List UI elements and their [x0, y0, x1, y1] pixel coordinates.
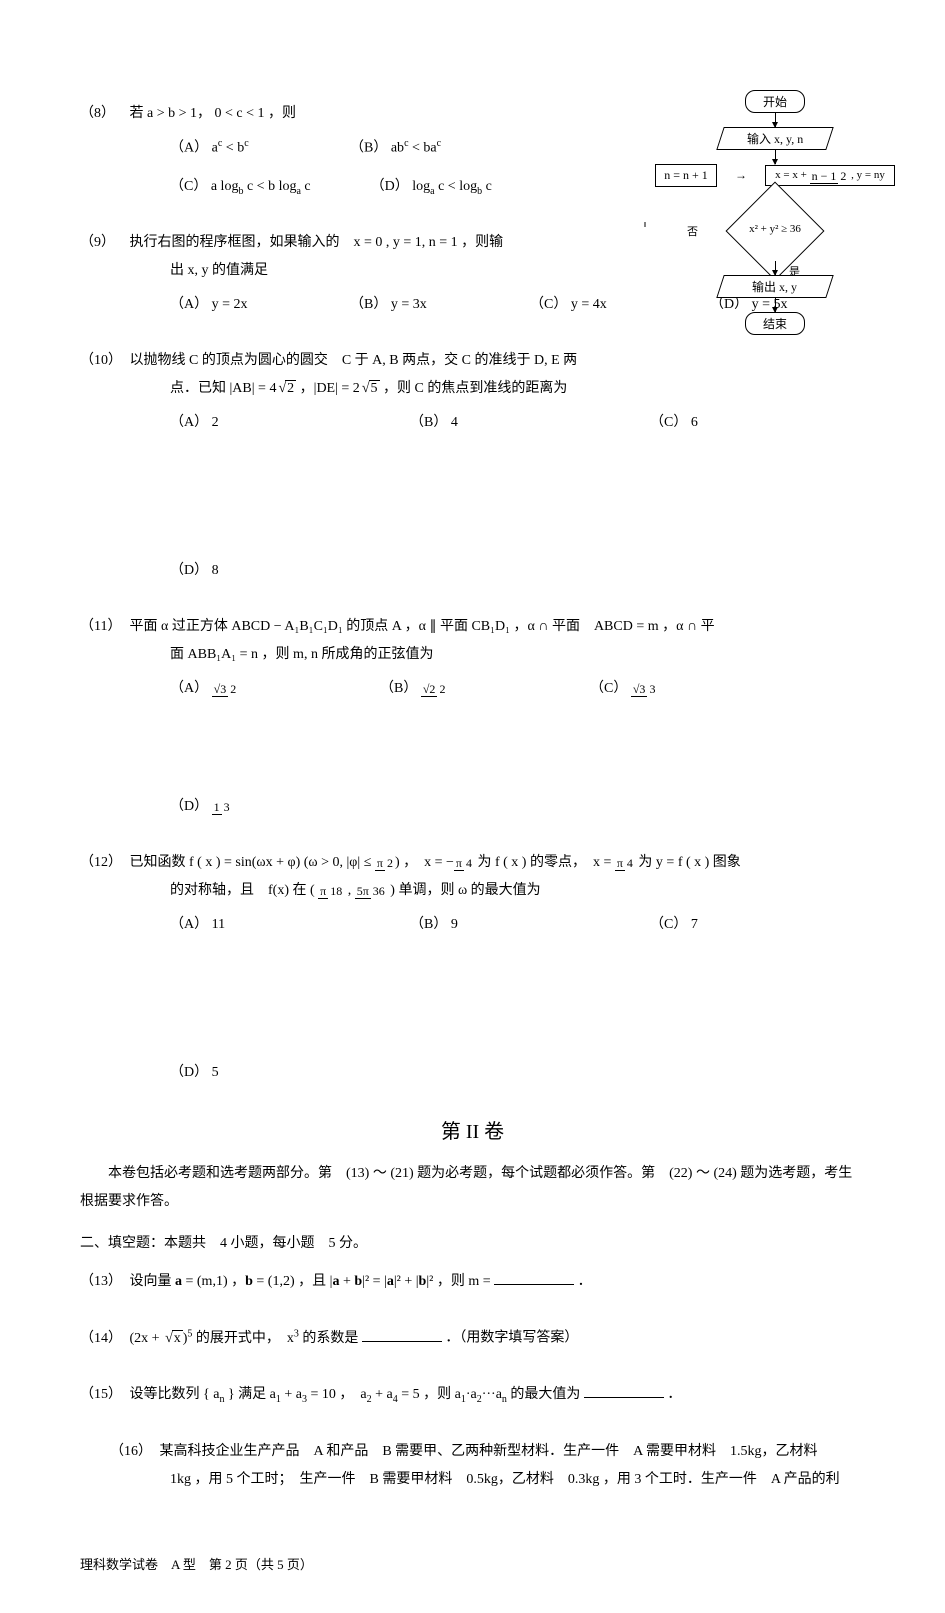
q8-stem: 若 a > b > 1， 0 < c < 1 ，则 [130, 106, 297, 121]
q11-stem-2: 面 ABB₁A₁ = n ，则 m, n 所成角的正弦值为 [170, 641, 865, 669]
blank-line [494, 1271, 574, 1285]
q15-tail: ． [667, 1387, 681, 1402]
q16-num: （16） [110, 1438, 156, 1466]
q10-num: （10） [80, 347, 126, 375]
q12-opt-b: （B） 9 [410, 911, 530, 939]
flow-update-right: x = x + n − 12 , y = ny [765, 165, 895, 185]
flowchart: 开始 输入 x, y, n n = n + 1 → x = x + n − 12… [645, 90, 905, 335]
flow-input: 输入 x, y, n [716, 127, 833, 150]
arrow-down-icon [775, 150, 776, 164]
arrow-down-icon [775, 298, 776, 312]
q12-num: （12） [80, 849, 126, 877]
question-15: （15） 设等比数列 { an } 满足 a1 + a3 = 10 ， a2 +… [80, 1381, 865, 1410]
q15-num: （15） [80, 1381, 126, 1409]
q12-opt-a: （A） 11 [170, 911, 290, 939]
q16-line-1: 某高科技企业生产产品 A 和产品 B 需要甲、乙两种新型材料．生产一件 A 需要… [160, 1444, 818, 1459]
flow-decision: x² + y² ≥ 36 否 是 [715, 201, 835, 261]
q8-opt-d: （D） loga c < logb c [371, 173, 492, 202]
page-footer: 理科数学试卷 A 型 第 2 页（共 5 页） [80, 1554, 865, 1573]
arrow-down-icon [775, 113, 776, 127]
fill-heading: 二、填空题：本题共 4 小题，每小题 5 分。 [80, 1232, 865, 1252]
q9-opt-c: （C） y = 4x [530, 291, 650, 319]
q13-num: （13） [80, 1268, 126, 1296]
q10-stem-2: 点．已知 |AB| = 42 ，|DE| = 25 ，则 C 的焦点到准线的距离… [170, 375, 865, 403]
arrow-down-icon [775, 261, 776, 275]
q11-opt-c: （C） √33 [590, 675, 710, 703]
q9-opt-a: （A） y = 2x [170, 291, 290, 319]
q11-opt-a: （A） √32 [170, 675, 290, 703]
flow-output: 输出 x, y [716, 275, 833, 298]
question-10: （10） 以抛物线 C 的顶点为圆心的圆交 C 于 A, B 两点，交 C 的准… [80, 347, 865, 585]
q16-line-2: 1kg ，用 5 个工时； 生产一件 B 需要甲材料 0.5kg，乙材料 0.3… [170, 1466, 865, 1494]
section-2-title: 第 II 卷 [80, 1115, 865, 1144]
q11-opt-d: （D） 13 [170, 793, 290, 821]
question-12: （12） 已知函数 f ( x ) = sin(ωx + φ) (ω > 0, … [80, 849, 865, 1087]
q8-opt-c: （C） a logb c < b loga c [170, 173, 311, 202]
q12-opt-d: （D） 5 [170, 1059, 290, 1087]
q10-stem-1: 以抛物线 C 的顶点为圆心的圆交 C 于 A, B 两点，交 C 的准线于 D,… [130, 353, 578, 368]
flow-end: 结束 [745, 312, 805, 335]
q10-opt-b: （B） 4 [410, 409, 530, 437]
q9-opt-b: （B） y = 3x [350, 291, 470, 319]
question-11: （11） 平面 α 过正方体 ABCD − A₁B₁C₁D₁ 的顶点 A ，α … [80, 613, 865, 821]
q9-num: （9） [80, 229, 126, 257]
blank-line [584, 1384, 664, 1398]
q10-opt-a: （A） 2 [170, 409, 290, 437]
q15-stem: 设等比数列 { an } 满足 a1 + a3 = 10 ， a2 + a4 =… [130, 1387, 584, 1402]
q10-opt-d: （D） 8 [170, 557, 290, 585]
blank-line [362, 1328, 442, 1342]
question-16: （16） 某高科技企业生产产品 A 和产品 B 需要甲、乙两种新型材料．生产一件… [110, 1438, 865, 1494]
exam-page: 开始 输入 x, y, n n = n + 1 → x = x + n − 12… [0, 0, 945, 1613]
section-2-intro: 本卷包括必考题和选考题两部分。第 (13) ～ (21) 题为必考题，每个试题都… [80, 1160, 865, 1216]
q8-opt-a: （A） ac < bc [170, 134, 290, 163]
q13-tail: ． [578, 1274, 592, 1289]
q11-opt-b: （B） √22 [380, 675, 500, 703]
flow-update-left: n = n + 1 [655, 164, 717, 187]
q12-stem-2: 的对称轴，且 f(x) 在 ( π18 , 5π36 ) 单调，则 ω 的最大值… [170, 877, 865, 905]
q8-opt-b: （B） abc < bac [350, 134, 470, 163]
q14-tail: ．（用数字填写答案） [445, 1331, 578, 1346]
q14-num: （14） [80, 1325, 126, 1353]
q12-stem-1: 已知函数 f ( x ) = sin(ωx + φ) (ω > 0, |φ| ≤… [130, 855, 741, 870]
q13-stem: 设向量 a = (m,1) ，b = (1,2) ，且 |a + b|² = |… [130, 1274, 495, 1289]
q14-stem: (2x + x)5 的展开式中， x3 的系数是 [130, 1331, 362, 1346]
question-13: （13） 设向量 a = (m,1) ，b = (1,2) ，且 |a + b|… [80, 1268, 865, 1296]
no-label: 否 [687, 223, 698, 239]
question-14: （14） (2x + x)5 的展开式中， x3 的系数是 ．（用数字填写答案） [80, 1324, 865, 1353]
q10-opt-c: （C） 6 [650, 409, 770, 437]
q11-stem-1: 平面 α 过正方体 ABCD − A₁B₁C₁D₁ 的顶点 A ，α ∥ 平面 … [130, 619, 715, 634]
q11-num: （11） [80, 613, 126, 641]
q8-num: （8） [80, 100, 126, 128]
flow-start: 开始 [745, 90, 805, 113]
q12-opt-c: （C） 7 [650, 911, 770, 939]
q9-stem-1: 执行右图的程序框图，如果输入的 x = 0 , y = 1, n = 1 ，则输 [130, 235, 504, 250]
